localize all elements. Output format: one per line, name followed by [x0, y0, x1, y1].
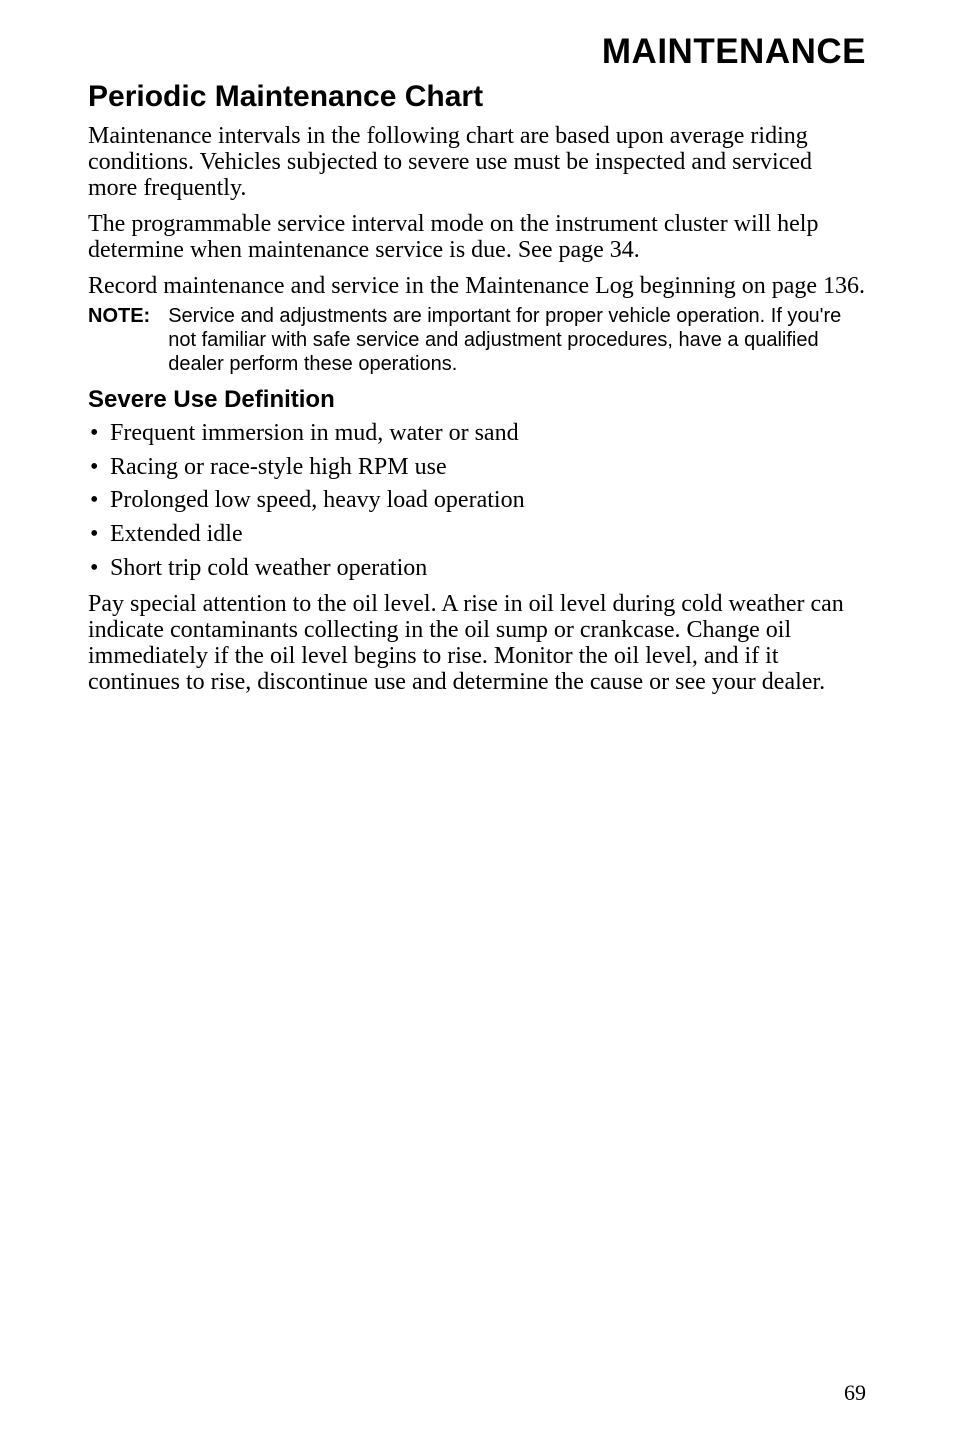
- page-number: 69: [844, 1380, 866, 1406]
- closing-paragraph: Pay special attention to the oil level. …: [88, 592, 866, 696]
- list-item: Short trip cold weather operation: [88, 555, 866, 583]
- subheading-severe-use: Severe Use Definition: [88, 386, 866, 414]
- list-item: Prolonged low speed, heavy load operatio…: [88, 487, 866, 515]
- note: NOTE: Service and adjustments are import…: [88, 305, 866, 376]
- note-body: Service and adjustments are important fo…: [168, 305, 866, 376]
- list-item: Extended idle: [88, 521, 866, 549]
- paragraph-2: The programmable service interval mode o…: [88, 212, 866, 264]
- paragraph-3: Record maintenance and service in the Ma…: [88, 274, 866, 300]
- note-label: NOTE:: [88, 305, 150, 328]
- list-item: Frequent immersion in mud, water or sand: [88, 420, 866, 448]
- bullet-list: Frequent immersion in mud, water or sand…: [88, 420, 866, 582]
- page: MAINTENANCE Periodic Maintenance Chart M…: [0, 0, 954, 1454]
- list-item: Racing or race-style high RPM use: [88, 454, 866, 482]
- paragraph-1: Maintenance intervals in the following c…: [88, 124, 866, 202]
- document-title: MAINTENANCE: [88, 32, 866, 72]
- section-title: Periodic Maintenance Chart: [88, 80, 866, 114]
